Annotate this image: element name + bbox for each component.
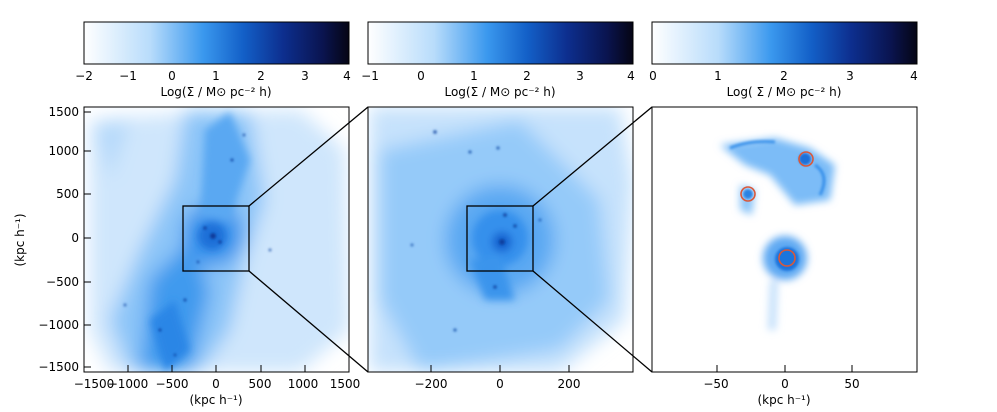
x-tick: 0 [496, 377, 504, 391]
colorbar-3: 0 1 2 3 4 Log( Σ / M⊙ pc⁻² h) [649, 21, 918, 99]
colorbar-1-label: Log(Σ / M⊙ pc⁻² h) [160, 85, 271, 99]
zoom-box-1 [182, 205, 250, 272]
zoom-connector [248, 270, 369, 373]
colorbar-1: −2 −1 0 1 2 3 4 Log(Σ / M⊙ pc⁻² h) [75, 21, 351, 99]
colorbar-1-tick: −2 [75, 69, 93, 83]
x-tick: −200 [415, 377, 448, 391]
y-tick: 1500 [48, 105, 79, 119]
panel-1-axes [83, 111, 350, 372]
y-tick: 500 [56, 187, 79, 201]
colorbar-3-tick: 2 [780, 69, 788, 83]
halo-marker [740, 186, 756, 202]
colorbar-2-tick: 1 [470, 69, 478, 83]
zoom-connector [532, 106, 653, 207]
x-tick: −1500 [74, 377, 115, 391]
colorbar-3-tick: 4 [910, 69, 918, 83]
halo-marker [798, 151, 814, 167]
x-tick: −1000 [108, 377, 149, 391]
x-tick: 1500 [330, 377, 361, 391]
colorbar-2-tick: 4 [627, 69, 635, 83]
colorbar-2-tick: 3 [576, 69, 584, 83]
x-tick: 1000 [288, 377, 319, 391]
colorbar-2-tick: 0 [417, 69, 425, 83]
x-tick: −500 [156, 377, 189, 391]
y-tick: 0 [71, 231, 79, 245]
panel-3-map [651, 106, 918, 373]
colorbar-1-tick: 3 [301, 69, 309, 83]
x-tick: 0 [781, 377, 789, 391]
colorbar-2-label: Log(Σ / M⊙ pc⁻² h) [444, 85, 555, 99]
colorbar-3-tick: 3 [846, 69, 854, 83]
colorbar-2-tick: 2 [523, 69, 531, 83]
zoom-connector [248, 106, 369, 207]
x-tick: 0 [212, 377, 220, 391]
colorbar-1-tick: 0 [168, 69, 176, 83]
colorbar-3-tick: 1 [714, 69, 722, 83]
panel-2-map [367, 106, 634, 373]
zoom-connector [532, 270, 653, 373]
panel-3-axes [716, 365, 853, 372]
panel-1-y-ticks: 1500 1000 500 0 −500 −1000 −1500 [38, 105, 79, 374]
colorbar-1-tick: 4 [343, 69, 351, 83]
colorbar-2: −1 0 1 2 3 4 Log(Σ / M⊙ pc⁻² h) [361, 21, 635, 99]
panel-3-x-label: (kpc h⁻¹) [757, 393, 810, 407]
halo-marker [778, 249, 796, 267]
x-tick: 200 [558, 377, 581, 391]
colorbar-1-tick: 2 [257, 69, 265, 83]
zoom-box-2 [466, 205, 534, 272]
panel-1-y-label: (kpc h⁻¹) [13, 213, 27, 266]
x-tick: −50 [703, 377, 728, 391]
y-tick: 1000 [48, 144, 79, 158]
x-tick: 50 [844, 377, 859, 391]
panel-1-map [83, 106, 350, 373]
y-tick: −1500 [38, 360, 79, 374]
y-tick: −1000 [38, 318, 79, 332]
colorbar-3-label: Log( Σ / M⊙ pc⁻² h) [727, 85, 842, 99]
panel-1-x-label: (kpc h⁻¹) [189, 393, 242, 407]
x-tick: 500 [249, 377, 272, 391]
panel-3-x-ticks: −50 0 50 [703, 377, 859, 391]
colorbar-1-ticks: −2 −1 0 1 2 3 4 [75, 69, 351, 83]
y-tick: −500 [46, 275, 79, 289]
colorbar-3-tick: 0 [649, 69, 657, 83]
zoom-connectors [248, 106, 653, 373]
colorbar-1-tick: 1 [212, 69, 220, 83]
colorbar-2-tick: −1 [361, 69, 379, 83]
halo-markers [740, 151, 814, 267]
panel-1-x-ticks: −1500 −1000 −500 0 500 1000 1500 [74, 377, 361, 391]
panel-2-x-ticks: −200 0 200 [415, 377, 581, 391]
colorbar-1-tick: −1 [119, 69, 137, 83]
panel-2-axes [430, 365, 570, 372]
